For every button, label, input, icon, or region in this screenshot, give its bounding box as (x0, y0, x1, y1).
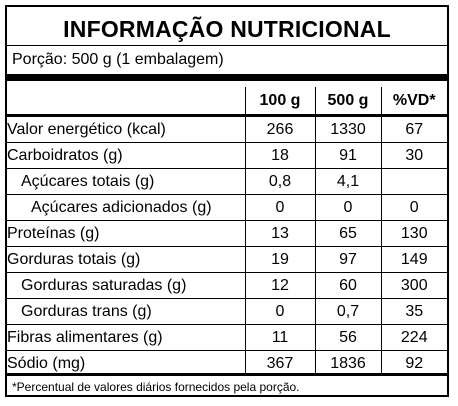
value-daily: 0 (380, 194, 447, 221)
value-100g: 0 (244, 194, 315, 221)
table-header-row: 100 g 500 g %VD* (7, 87, 447, 116)
value-500g: 60 (314, 272, 381, 299)
row-label: Sódio (mg) (7, 350, 245, 376)
value-500g: 1836 (314, 350, 381, 376)
row-label: Gorduras trans (g) (7, 298, 245, 325)
row-label: Açúcares totais (g) (7, 168, 245, 195)
row-label: Carboidratos (g) (7, 142, 245, 169)
value-daily: 300 (380, 272, 447, 299)
value-daily (380, 168, 447, 195)
row-label: Valor energético (kcal) (7, 114, 245, 143)
value-100g: 18 (244, 142, 315, 169)
nutrition-facts-label: INFORMAÇÃO NUTRICIONAL Porção: 500 g (1 … (5, 5, 449, 397)
portion-size: Porção: 500 g (1 embalagem) (7, 45, 447, 81)
row-label: Fibras alimentares (g) (7, 324, 245, 351)
value-500g: 0,7 (314, 298, 381, 325)
header-per-500g: 500 g (314, 87, 381, 116)
value-daily: 149 (380, 246, 447, 273)
table-row-total-sugars: Açúcares totais (g) 0,8 4,1 (7, 168, 447, 195)
row-label: Açúcares adicionados (g) (7, 194, 245, 221)
value-daily: 35 (380, 298, 447, 325)
header-per-100g: 100 g (244, 87, 315, 116)
value-500g: 4,1 (314, 168, 381, 195)
table-row-added-sugars: Açúcares adicionados (g) 0 0 0 (7, 194, 447, 221)
table-row-total-fat: Gorduras totais (g) 19 97 149 (7, 246, 447, 273)
header-daily-value: %VD* (380, 87, 447, 116)
value-100g: 19 (244, 246, 315, 273)
value-100g: 266 (244, 114, 315, 143)
value-100g: 0,8 (244, 168, 315, 195)
value-500g: 65 (314, 220, 381, 247)
table-row-sodium: Sódio (mg) 367 1836 92 (7, 350, 447, 376)
value-100g: 11 (244, 324, 315, 351)
value-daily: 130 (380, 220, 447, 247)
row-label: Gorduras totais (g) (7, 246, 245, 273)
value-500g: 0 (314, 194, 381, 221)
row-label: Proteínas (g) (7, 220, 245, 247)
value-daily: 30 (380, 142, 447, 169)
value-500g: 97 (314, 246, 381, 273)
value-100g: 0 (244, 298, 315, 325)
header-nutrient (7, 87, 245, 116)
footnote: *Percentual de valores diários fornecido… (7, 373, 447, 398)
table-row-energy: Valor energético (kcal) 266 1330 67 (7, 114, 447, 143)
value-100g: 12 (244, 272, 315, 299)
row-label: Gorduras saturadas (g) (7, 272, 245, 299)
value-500g: 91 (314, 142, 381, 169)
value-100g: 367 (244, 350, 315, 376)
label-title: INFORMAÇÃO NUTRICIONAL (63, 16, 391, 42)
value-daily: 224 (380, 324, 447, 351)
table-row-trans-fat: Gorduras trans (g) 0 0,7 35 (7, 298, 447, 325)
nutrition-table: 100 g 500 g %VD* Valor energético (kcal)… (7, 87, 447, 376)
table-row-fiber: Fibras alimentares (g) 11 56 224 (7, 324, 447, 351)
table-row-saturated-fat: Gorduras saturadas (g) 12 60 300 (7, 272, 447, 299)
value-500g: 1330 (314, 114, 381, 143)
table-row-protein: Proteínas (g) 13 65 130 (7, 220, 447, 247)
table-row-carbs: Carboidratos (g) 18 91 30 (7, 142, 447, 169)
value-100g: 13 (244, 220, 315, 247)
value-daily: 92 (380, 350, 447, 376)
value-daily: 67 (380, 114, 447, 143)
value-500g: 56 (314, 324, 381, 351)
